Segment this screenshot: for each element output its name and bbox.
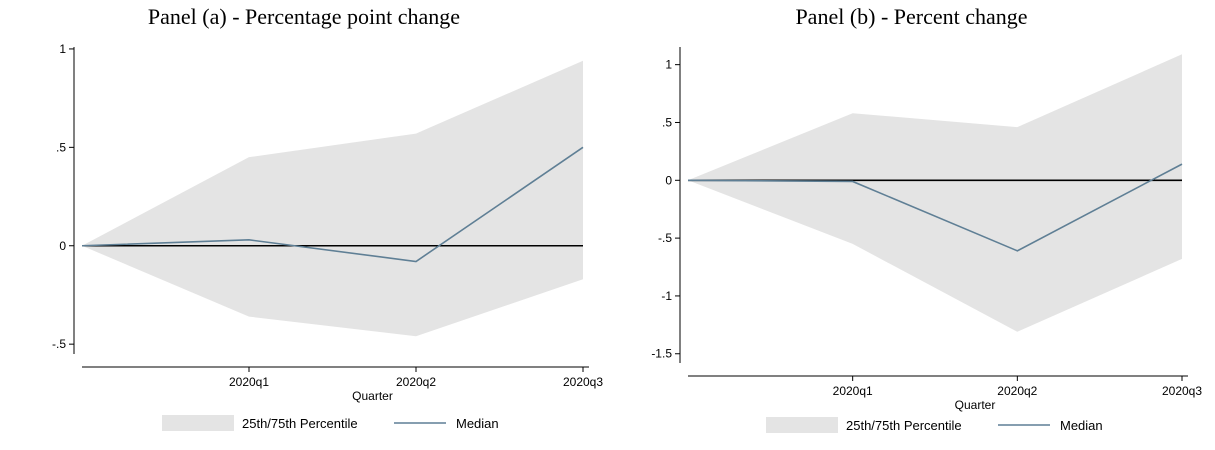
y-tick-label: 0 (665, 173, 672, 187)
x-tick-label: 2020q1 (833, 384, 873, 398)
percentile-band (82, 60, 583, 337)
legend-label: 25th/75th Percentile (242, 416, 358, 431)
y-tick-label: -.5 (52, 337, 66, 351)
x-tick-label: 2020q3 (1162, 384, 1202, 398)
legend-swatch-band (162, 415, 234, 431)
x-tick-label: 2020q2 (396, 375, 436, 389)
y-tick-label: .5 (662, 115, 672, 129)
panel-b: Panel (b) - Percent change -1.5 -1 -.5 0 .5 1… (608, 0, 1215, 450)
y-tick-label: -1 (661, 289, 672, 303)
legend-label: Median (1060, 418, 1103, 433)
x-tick-label: 2020q2 (997, 384, 1037, 398)
x-tick-label: 2020q1 (229, 375, 269, 389)
y-tick-label: 1 (59, 42, 66, 56)
chart-svg: -1.5 -1 -.5 0 .5 1 2020q1 2020q2 2020q3 Quarter 25… (651, 47, 1202, 433)
percentile-band (688, 54, 1182, 332)
chart-svg: -.5 0 .5 1 2020q1 2020q2 2020q3 Quarter 25th/75t… (52, 42, 603, 431)
y-tick-label: -.5 (658, 231, 672, 245)
y-tick-label: 1 (665, 58, 672, 72)
legend-label: 25th/75th Percentile (846, 418, 962, 433)
y-tick-label: 0 (59, 239, 66, 253)
y-tick-label: -1.5 (651, 347, 672, 361)
chart-title: Panel (a) - Percentage point change (147, 4, 461, 29)
median-line (687, 163, 1183, 252)
x-tick-label: 2020q3 (563, 375, 603, 389)
x-axis-title: Quarter (955, 398, 996, 412)
x-axis-title: Quarter (352, 389, 393, 403)
chart-title: Panel (b) - Percent change (795, 4, 1028, 29)
legend-swatch-band (766, 417, 838, 433)
legend-label: Median (456, 416, 499, 431)
panel-a: Panel (a) - Percentage point change -.5 0… (52, 4, 603, 431)
median-line (81, 146, 584, 263)
y-tick-label: .5 (56, 140, 66, 154)
